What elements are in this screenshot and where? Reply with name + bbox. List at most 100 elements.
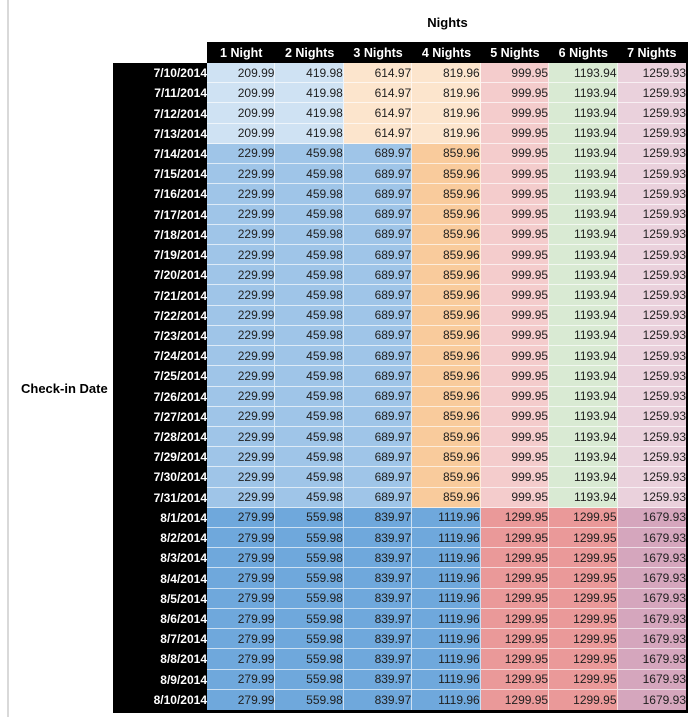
price-cell: 559.98 — [275, 689, 344, 710]
price-cell: 839.97 — [343, 689, 413, 710]
price-row: 7/29/2014 229.99 459.98 689.97 859.96 999.95 1… — [113, 447, 686, 468]
price-cell: 1299.95 — [480, 528, 550, 549]
price-row: 7/18/2014 229.99 459.98 689.97 859.96 999.95 1… — [113, 224, 686, 245]
price-row: 8/9/2014 279.99 559.98 839.97 1119.96 1299.95… — [113, 669, 686, 690]
price-row: 7/26/2014 229.99 459.98 689.97 859.96 999.95 1… — [113, 386, 686, 407]
price-cell: 689.97 — [343, 406, 413, 427]
price-cell: 229.99 — [207, 164, 276, 185]
price-cell: 209.99 — [207, 83, 276, 104]
price-cell: 999.95 — [480, 406, 550, 427]
price-cell: 999.95 — [480, 426, 550, 448]
price-cell: 229.99 — [207, 406, 276, 427]
price-cell: 1193.94 — [549, 386, 618, 407]
price-cell: 689.97 — [343, 305, 413, 326]
price-cell: 999.95 — [480, 366, 550, 387]
checkin-date-cell: 7/19/2014 — [113, 244, 207, 266]
price-cell: 1193.94 — [549, 447, 618, 468]
checkin-date-cell: 7/17/2014 — [113, 204, 207, 225]
price-row: 7/27/2014 229.99 459.98 689.97 859.96 999.95 1… — [113, 406, 686, 427]
price-row: 7/25/2014 229.99 459.98 689.97 859.96 999.95 1… — [113, 366, 686, 387]
price-cell: 614.97 — [343, 103, 413, 124]
price-cell: 279.99 — [207, 528, 276, 549]
price-cell: 1119.96 — [412, 608, 481, 630]
price-cell: 1259.93 — [617, 346, 686, 367]
price-cell: 559.98 — [275, 548, 344, 569]
price-cell: 839.97 — [343, 649, 413, 670]
price-row: 7/31/2014 229.99 459.98 689.97 859.96 999.95 1… — [113, 487, 686, 508]
price-cell: 1119.96 — [412, 528, 481, 549]
price-cell: 1259.93 — [617, 406, 686, 427]
price-cell: 819.96 — [412, 123, 481, 144]
price-cell: 1299.95 — [549, 689, 618, 710]
price-cell: 1299.95 — [549, 548, 618, 569]
price-cell: 859.96 — [412, 305, 481, 326]
price-cell: 279.99 — [207, 669, 276, 690]
price-cell: 1679.93 — [617, 669, 686, 690]
price-cell: 999.95 — [480, 386, 550, 407]
price-cell: 819.96 — [412, 103, 481, 124]
checkin-date-cell: 8/4/2014 — [113, 568, 207, 589]
price-cell: 1193.94 — [549, 265, 618, 286]
price-cell: 999.95 — [480, 143, 550, 165]
price-cell: 1299.95 — [549, 608, 618, 630]
price-cell: 1193.94 — [549, 244, 618, 266]
checkin-date-cell: 7/11/2014 — [113, 83, 207, 104]
checkin-date-cell: 7/20/2014 — [113, 265, 207, 286]
price-cell: 1193.94 — [549, 164, 618, 185]
price-cell: 459.98 — [275, 325, 344, 347]
price-cell: 559.98 — [275, 649, 344, 670]
price-cell: 459.98 — [275, 426, 344, 448]
price-cell: 459.98 — [275, 447, 344, 468]
price-cell: 999.95 — [480, 447, 550, 468]
price-row: 7/21/2014 229.99 459.98 689.97 859.96 999.95 1… — [113, 285, 686, 306]
price-row: 7/20/2014 229.99 459.98 689.97 859.96 999.95 1… — [113, 265, 686, 286]
price-matrix-body: 7/10/2014 209.99 419.98 614.97 819.96 999.95 1… — [113, 63, 686, 710]
price-cell: 1259.93 — [617, 366, 686, 387]
price-cell: 1259.93 — [617, 386, 686, 407]
price-cell: 459.98 — [275, 467, 344, 488]
price-cell: 1193.94 — [549, 467, 618, 488]
price-cell: 1119.96 — [412, 669, 481, 690]
price-cell: 559.98 — [275, 588, 344, 609]
price-cell: 1193.94 — [549, 63, 618, 84]
price-cell: 859.96 — [412, 447, 481, 468]
price-cell: 229.99 — [207, 366, 276, 387]
price-cell: 859.96 — [412, 244, 481, 266]
price-cell: 459.98 — [275, 406, 344, 427]
price-cell: 1259.93 — [617, 447, 686, 468]
price-row: 8/1/2014 279.99 559.98 839.97 1119.96 1299.95… — [113, 507, 686, 529]
price-cell: 1259.93 — [617, 244, 686, 266]
price-cell: 1193.94 — [549, 285, 618, 306]
price-cell: 689.97 — [343, 285, 413, 306]
price-cell: 1259.93 — [617, 83, 686, 104]
price-cell: 689.97 — [343, 265, 413, 286]
price-cell: 1119.96 — [412, 507, 481, 529]
price-cell: 1299.95 — [549, 507, 618, 529]
price-cell: 459.98 — [275, 265, 344, 286]
price-cell: 689.97 — [343, 143, 413, 165]
price-cell: 859.96 — [412, 325, 481, 347]
price-cell: 459.98 — [275, 204, 344, 225]
price-cell: 1679.93 — [617, 588, 686, 609]
checkin-date-cell: 8/2/2014 — [113, 528, 207, 549]
price-cell: 859.96 — [412, 406, 481, 427]
price-cell: 229.99 — [207, 487, 276, 508]
price-cell: 419.98 — [275, 83, 344, 104]
price-cell: 279.99 — [207, 548, 276, 569]
price-cell: 999.95 — [480, 63, 550, 84]
nights-header-row: 1 Night 2 Nights 3 Nights 4 Nights 5 Nights 6… — [113, 42, 686, 63]
price-cell: 614.97 — [343, 63, 413, 84]
price-cell: 1259.93 — [617, 467, 686, 488]
price-cell: 459.98 — [275, 386, 344, 407]
price-cell: 1193.94 — [549, 305, 618, 326]
price-cell: 1259.93 — [617, 123, 686, 144]
price-cell: 419.98 — [275, 123, 344, 144]
price-cell: 1299.95 — [480, 689, 550, 710]
price-cell: 839.97 — [343, 608, 413, 630]
checkin-date-cell: 7/22/2014 — [113, 305, 207, 326]
price-cell: 689.97 — [343, 467, 413, 488]
price-cell: 689.97 — [343, 447, 413, 468]
price-cell: 1193.94 — [549, 143, 618, 165]
price-row: 8/10/2014 279.99 559.98 839.97 1119.96 1299.9… — [113, 689, 686, 710]
checkin-date-cell: 7/26/2014 — [113, 386, 207, 407]
